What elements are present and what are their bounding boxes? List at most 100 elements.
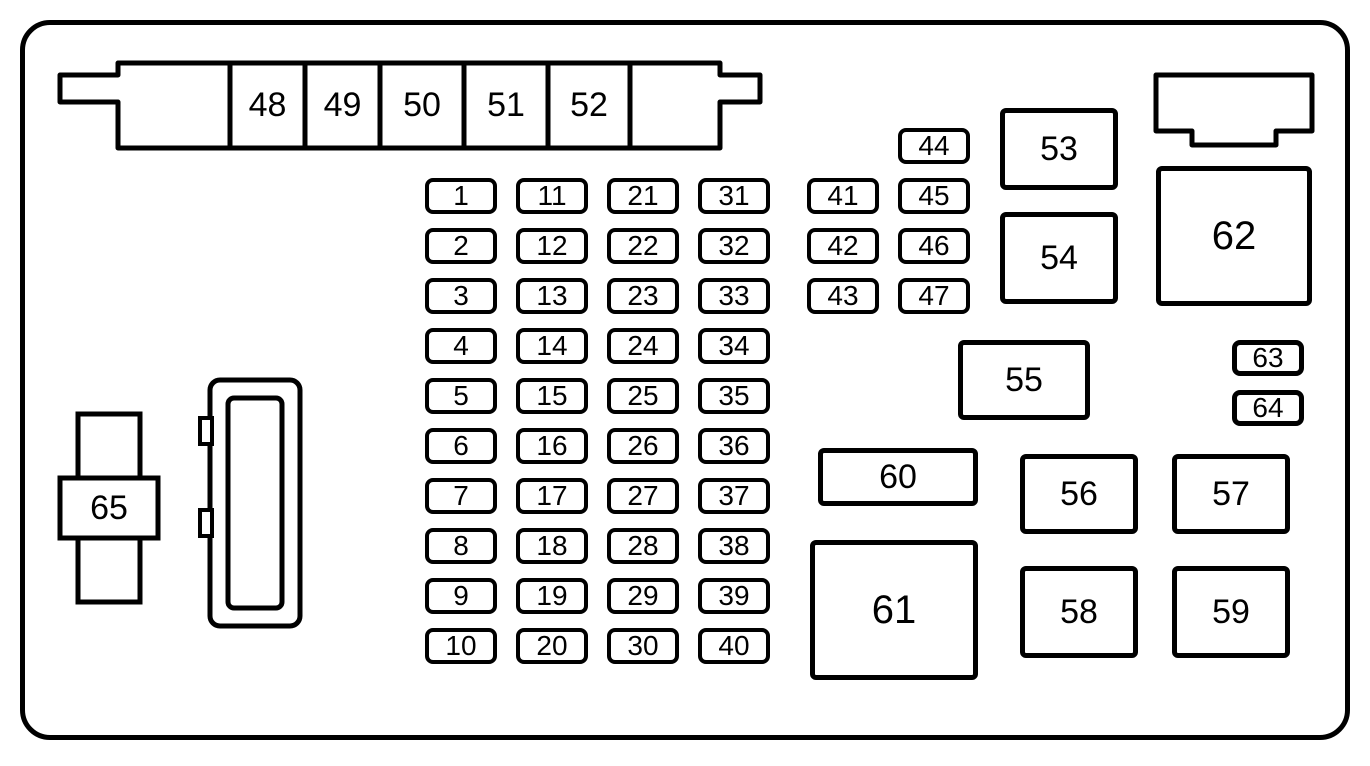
fuse-18: 18: [516, 528, 588, 564]
fuse-39: 39: [698, 578, 770, 614]
label: 41: [827, 180, 858, 212]
panel-outline: [20, 20, 1350, 740]
fuse-16: 16: [516, 428, 588, 464]
label: 33: [718, 280, 749, 312]
label: 6: [453, 430, 469, 462]
label: 62: [1212, 216, 1257, 256]
label: 57: [1212, 477, 1250, 511]
label: 63: [1252, 344, 1283, 372]
label: 35: [718, 380, 749, 412]
fuse-41: 41: [807, 178, 879, 214]
fuse-44: 44: [898, 128, 970, 164]
label: 1: [453, 180, 469, 212]
label: 46: [918, 230, 949, 262]
fuse-15: 15: [516, 378, 588, 414]
fuse-28: 28: [607, 528, 679, 564]
label: 55: [1005, 363, 1043, 397]
label: 19: [536, 580, 567, 612]
fuse-46: 46: [898, 228, 970, 264]
fuse-24: 24: [607, 328, 679, 364]
fuse-34: 34: [698, 328, 770, 364]
label: 50: [403, 86, 441, 125]
label: 37: [718, 480, 749, 512]
fuse-3: 3: [425, 278, 497, 314]
fuse-29: 29: [607, 578, 679, 614]
fuse-43: 43: [807, 278, 879, 314]
label: 42: [827, 230, 858, 262]
label: 15: [536, 380, 567, 412]
fuse-12: 12: [516, 228, 588, 264]
fuse-26: 26: [607, 428, 679, 464]
label: 60: [879, 460, 917, 494]
label: 38: [718, 530, 749, 562]
fuse-31: 31: [698, 178, 770, 214]
label: 44: [918, 130, 949, 162]
fuse-37: 37: [698, 478, 770, 514]
relay-55: 55: [958, 340, 1090, 420]
fuse-1: 1: [425, 178, 497, 214]
fuse-40: 40: [698, 628, 770, 664]
label: 52: [570, 86, 608, 125]
fuse-47: 47: [898, 278, 970, 314]
fuse-box-diagram: 65 4849505152 11121312122232313233341424…: [0, 0, 1370, 766]
top-cell-52: 52: [548, 63, 630, 148]
label: 21: [627, 180, 658, 212]
fuse-17: 17: [516, 478, 588, 514]
label: 24: [627, 330, 658, 362]
relay-57: 57: [1172, 454, 1290, 534]
label: 8: [453, 530, 469, 562]
fuse-7: 7: [425, 478, 497, 514]
label: 7: [453, 480, 469, 512]
label: 59: [1212, 595, 1250, 629]
label: 12: [536, 230, 567, 262]
relay-56: 56: [1020, 454, 1138, 534]
fuse-5: 5: [425, 378, 497, 414]
fuse-19: 19: [516, 578, 588, 614]
label: 43: [827, 280, 858, 312]
fuse-14: 14: [516, 328, 588, 364]
label: 10: [445, 630, 476, 662]
label: 5: [453, 380, 469, 412]
fuse-22: 22: [607, 228, 679, 264]
fuse-30: 30: [607, 628, 679, 664]
fuse-25: 25: [607, 378, 679, 414]
top-cell-50: 50: [380, 63, 464, 148]
fuse-10: 10: [425, 628, 497, 664]
label: 9: [453, 580, 469, 612]
label: 32: [718, 230, 749, 262]
label: 27: [627, 480, 658, 512]
label: 3: [453, 280, 469, 312]
fuse-33: 33: [698, 278, 770, 314]
fuse-35: 35: [698, 378, 770, 414]
label: 25: [627, 380, 658, 412]
label: 26: [627, 430, 658, 462]
label: 11: [537, 180, 566, 212]
fuse-13: 13: [516, 278, 588, 314]
fuse-4: 4: [425, 328, 497, 364]
label: 48: [249, 86, 287, 125]
label: 28: [627, 530, 658, 562]
label: 45: [918, 180, 949, 212]
label: 23: [627, 280, 658, 312]
label: 4: [453, 330, 469, 362]
label: 40: [718, 630, 749, 662]
top-cell-49: 49: [305, 63, 380, 148]
fuse-21: 21: [607, 178, 679, 214]
relay-62: 62: [1156, 166, 1312, 306]
label: 58: [1060, 595, 1098, 629]
label: 51: [487, 86, 525, 125]
label: 64: [1252, 394, 1283, 422]
label: 20: [536, 630, 567, 662]
relay-64: 64: [1232, 390, 1304, 426]
label: 22: [627, 230, 658, 262]
relay-61: 61: [810, 540, 978, 680]
label: 49: [324, 86, 362, 125]
fuse-32: 32: [698, 228, 770, 264]
relay-59: 59: [1172, 566, 1290, 658]
relay-58: 58: [1020, 566, 1138, 658]
fuse-20: 20: [516, 628, 588, 664]
label: 47: [918, 280, 949, 312]
top-cell-48: 48: [230, 63, 305, 148]
relay-54: 54: [1000, 212, 1118, 304]
relay-63: 63: [1232, 340, 1304, 376]
